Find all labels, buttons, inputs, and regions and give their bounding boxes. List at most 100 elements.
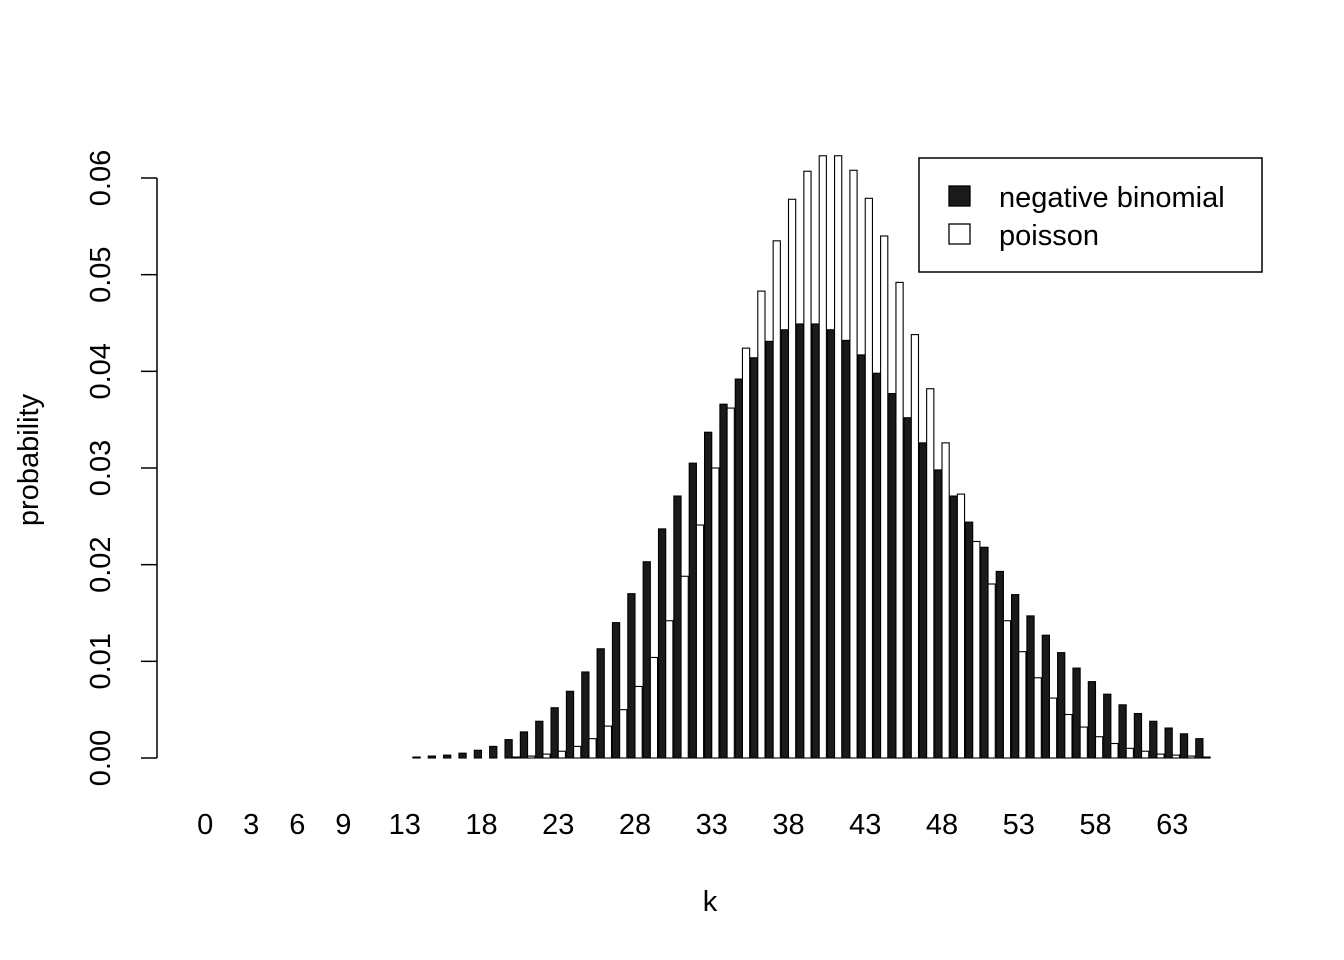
y-axis: 0.00 0.01 0.02 0.03 0.04 0.05 0.06 — [85, 150, 158, 786]
bar-poisson-54 — [1033, 677, 1042, 759]
bar-poisson-57 — [1079, 726, 1088, 759]
bar-negative-binomial-65 — [1195, 738, 1204, 759]
bar-poisson-62 — [1156, 753, 1165, 759]
bar-negative-binomial-61 — [1133, 712, 1143, 759]
bar-negative-binomial-46 — [903, 417, 912, 759]
bar-poisson-65 — [1202, 756, 1211, 759]
y-tick-label: 0.01 — [85, 633, 117, 689]
bar-negative-binomial-38 — [780, 329, 790, 759]
bar-poisson-37 — [772, 240, 781, 759]
bar-poisson-63 — [1171, 754, 1180, 759]
x-tick-label: 0 — [197, 809, 213, 841]
bar-negative-binomial-55 — [1041, 634, 1050, 759]
bar-negative-binomial-56 — [1057, 652, 1066, 759]
x-tick-label: 38 — [772, 809, 804, 841]
bar-poisson-49 — [956, 493, 966, 759]
bar-negative-binomial-19 — [489, 745, 498, 759]
bar-poisson-26 — [603, 725, 613, 759]
bar-negative-binomial-52 — [995, 570, 1004, 759]
bar-negative-binomial-48 — [934, 469, 943, 759]
x-axis-tick-labels: 0 3 6 9 13 18 23 28 33 38 43 48 53 58 63 — [197, 809, 1188, 841]
bar-poisson-35 — [741, 347, 751, 759]
bar-poisson-44 — [880, 235, 889, 759]
bar-poisson-56 — [1064, 713, 1073, 759]
bar-poisson-40 — [818, 155, 827, 759]
bar-negative-binomial-23 — [550, 707, 559, 759]
x-tick-label: 6 — [289, 809, 305, 841]
bar-poisson-52 — [1002, 620, 1012, 759]
y-tick-label: 0.06 — [85, 150, 117, 206]
bar-poisson-43 — [864, 197, 873, 759]
bar-poisson-59 — [1110, 742, 1119, 759]
bar-negative-binomial-58 — [1087, 681, 1097, 759]
bar-negative-binomial-51 — [980, 546, 989, 759]
y-tick-label: 0.03 — [85, 440, 117, 496]
bar-poisson-55 — [1048, 697, 1058, 759]
bar-negative-binomial-22 — [535, 720, 544, 759]
x-tick-label: 13 — [389, 809, 421, 841]
bar-negative-binomial-14 — [412, 756, 421, 759]
bar-negative-binomial-17 — [458, 752, 467, 759]
x-tick-label: 3 — [243, 809, 259, 841]
bar-poisson-20 — [511, 756, 520, 759]
bar-negative-binomial-27 — [611, 622, 621, 759]
bar-negative-binomial-60 — [1118, 704, 1127, 759]
bar-negative-binomial-47 — [918, 442, 928, 759]
bar-negative-binomial-64 — [1179, 733, 1189, 759]
legend-swatch-poisson — [948, 223, 971, 245]
bar-negative-binomial-35 — [734, 378, 743, 759]
bar-poisson-32 — [695, 524, 705, 759]
bar-negative-binomial-33 — [703, 431, 713, 759]
y-tick-label: 0.02 — [85, 536, 117, 592]
bar-poisson-31 — [680, 575, 689, 759]
y-axis-label: probability — [13, 393, 45, 526]
bar-poisson-21 — [526, 755, 536, 759]
bar-poisson-34 — [726, 407, 735, 759]
bar-poisson-39 — [803, 170, 812, 759]
bar-poisson-41 — [833, 155, 843, 759]
bar-negative-binomial-57 — [1072, 667, 1081, 759]
bar-negative-binomial-16 — [443, 754, 452, 759]
bar-negative-binomial-34 — [719, 403, 728, 759]
bar-negative-binomial-49 — [949, 495, 958, 759]
bar-negative-binomial-31 — [673, 495, 682, 759]
y-tick-label: 0.05 — [85, 246, 117, 302]
bar-poisson-60 — [1125, 747, 1134, 759]
bar-negative-binomial-15 — [427, 755, 436, 759]
legend-label-negative-binomial: negative binomial — [999, 182, 1225, 214]
bar-negative-binomial-59 — [1103, 693, 1112, 759]
bar-poisson-50 — [972, 540, 981, 759]
bar-negative-binomial-29 — [642, 561, 651, 759]
bar-poisson-22 — [542, 753, 551, 759]
bar-negative-binomial-45 — [888, 393, 897, 759]
x-tick-label: 9 — [335, 809, 351, 841]
bar-poisson-25 — [588, 738, 597, 759]
bar-poisson-38 — [787, 198, 797, 759]
legend: negative binomial poisson — [918, 157, 1263, 273]
bar-negative-binomial-20 — [504, 739, 513, 759]
bar-negative-binomial-28 — [627, 593, 636, 759]
bar-poisson-30 — [665, 620, 674, 759]
bar-negative-binomial-54 — [1026, 615, 1035, 759]
bar-poisson-24 — [573, 745, 582, 759]
bar-poisson-64 — [1187, 755, 1196, 759]
bar-negative-binomial-40 — [811, 323, 820, 759]
bar-poisson-47 — [926, 388, 935, 759]
x-tick-label: 28 — [619, 809, 651, 841]
bar-negative-binomial-43 — [857, 354, 866, 759]
x-tick-label: 43 — [849, 809, 881, 841]
bar-poisson-33 — [711, 467, 720, 759]
bar-poisson-48 — [941, 442, 950, 759]
y-tick-label: 0.00 — [85, 730, 117, 786]
legend-swatch-negative-binomial — [948, 185, 971, 207]
x-tick-label: 48 — [926, 809, 958, 841]
bar-negative-binomial-36 — [750, 357, 759, 759]
bar-poisson-36 — [757, 290, 766, 759]
bar-poisson-42 — [849, 169, 858, 759]
bar-poisson-51 — [987, 583, 996, 759]
x-tick-label: 23 — [542, 809, 574, 841]
bar-poisson-23 — [557, 750, 566, 759]
bar-poisson-61 — [1141, 750, 1150, 759]
bar-poisson-53 — [1018, 651, 1027, 759]
bar-poisson-27 — [619, 709, 628, 759]
